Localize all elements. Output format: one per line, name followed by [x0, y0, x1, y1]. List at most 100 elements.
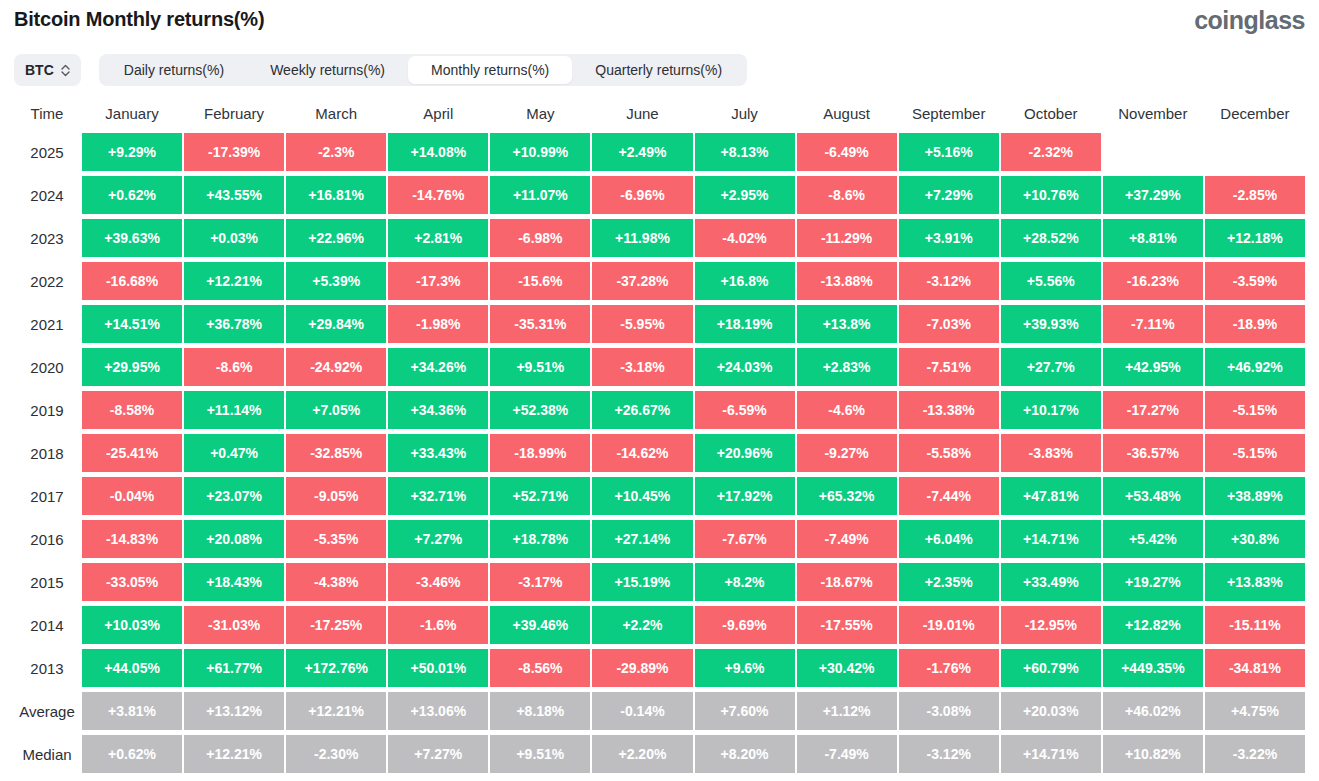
coinglass-logo: coinglass: [1194, 8, 1305, 33]
return-cell-2025-april: +14.08%: [388, 133, 488, 171]
row-label-2016: 2016: [14, 520, 80, 558]
return-cell-average-april: +13.06%: [388, 692, 488, 730]
return-cell-2017-september: -7.44%: [899, 477, 999, 515]
return-cell-2017-june: +10.45%: [592, 477, 692, 515]
return-cell-2013-march: +172.76%: [286, 649, 386, 687]
return-cell-2016-january: -14.83%: [82, 520, 182, 558]
return-cell-2013-october: +60.79%: [1001, 649, 1101, 687]
return-cell-2014-january: +10.03%: [82, 606, 182, 644]
return-cell-average-october: +20.03%: [1001, 692, 1101, 730]
tab-monthly[interactable]: Monthly returns(%): [408, 56, 572, 84]
return-cell-2021-february: +36.78%: [184, 305, 284, 343]
return-cell-2016-april: +7.27%: [388, 520, 488, 558]
tab-quarterly[interactable]: Quarterly returns(%): [572, 56, 745, 84]
return-cell-2018-september: -5.58%: [899, 434, 999, 472]
return-cell-2023-july: -4.02%: [695, 219, 795, 257]
return-cell-2021-march: +29.84%: [286, 305, 386, 343]
return-cell-2024-october: +10.76%: [1001, 176, 1101, 214]
return-cell-2021-may: -35.31%: [490, 305, 590, 343]
return-cell-2020-july: +24.03%: [695, 348, 795, 386]
row-label-2013: 2013: [14, 649, 80, 687]
return-cell-2021-november: -7.11%: [1103, 305, 1203, 343]
return-cell-2014-february: -31.03%: [184, 606, 284, 644]
column-header-december: December: [1205, 98, 1305, 128]
return-cell-2013-august: +30.42%: [797, 649, 897, 687]
return-cell-median-october: +14.71%: [1001, 735, 1101, 773]
return-cell-2024-april: -14.76%: [388, 176, 488, 214]
return-cell-2019-november: -17.27%: [1103, 391, 1203, 429]
topbar: Bitcoin Monthly returns(%) coinglass: [14, 8, 1305, 44]
tab-weekly[interactable]: Weekly returns(%): [247, 56, 408, 84]
column-header-september: September: [899, 98, 999, 128]
return-cell-2013-december: -34.81%: [1205, 649, 1305, 687]
return-cell-2015-june: +15.19%: [592, 563, 692, 601]
return-cell-2023-april: +2.81%: [388, 219, 488, 257]
return-cell-2022-march: +5.39%: [286, 262, 386, 300]
return-cell-2020-february: -8.6%: [184, 348, 284, 386]
return-cell-2021-december: -18.9%: [1205, 305, 1305, 343]
return-cell-2024-may: +11.07%: [490, 176, 590, 214]
return-cell-2017-february: +23.07%: [184, 477, 284, 515]
page-title: Bitcoin Monthly returns(%): [14, 8, 264, 31]
return-cell-2013-july: +9.6%: [695, 649, 795, 687]
return-cell-2016-july: -7.67%: [695, 520, 795, 558]
return-cell-2020-january: +29.95%: [82, 348, 182, 386]
return-cell-2023-october: +28.52%: [1001, 219, 1101, 257]
controls-row: BTC Daily returns(%)Weekly returns(%)Mon…: [14, 54, 1305, 86]
return-cell-median-january: +0.62%: [82, 735, 182, 773]
return-cell-2024-november: +37.29%: [1103, 176, 1203, 214]
return-cell-2020-december: +46.92%: [1205, 348, 1305, 386]
return-cell-2019-september: -13.38%: [899, 391, 999, 429]
return-cell-average-july: +7.60%: [695, 692, 795, 730]
return-cell-2018-april: +33.43%: [388, 434, 488, 472]
return-cell-2021-april: -1.98%: [388, 305, 488, 343]
return-cell-2025-may: +10.99%: [490, 133, 590, 171]
return-cell-2014-december: -15.11%: [1205, 606, 1305, 644]
return-cell-2018-november: -36.57%: [1103, 434, 1203, 472]
return-cell-2022-january: -16.68%: [82, 262, 182, 300]
return-cell-2025-february: -17.39%: [184, 133, 284, 171]
return-cell-average-november: +46.02%: [1103, 692, 1203, 730]
return-cell-2015-march: -4.38%: [286, 563, 386, 601]
return-cell-2021-september: -7.03%: [899, 305, 999, 343]
return-cell-2015-november: +19.27%: [1103, 563, 1203, 601]
return-cell-2023-february: +0.03%: [184, 219, 284, 257]
return-cell-2020-march: -24.92%: [286, 348, 386, 386]
return-cell-average-june: -0.14%: [592, 692, 692, 730]
return-cell-2019-march: +7.05%: [286, 391, 386, 429]
return-cell-2013-november: +449.35%: [1103, 649, 1203, 687]
return-cell-2019-may: +52.38%: [490, 391, 590, 429]
return-cell-2016-may: +18.78%: [490, 520, 590, 558]
return-cell-2023-august: -11.29%: [797, 219, 897, 257]
return-cell-average-may: +8.18%: [490, 692, 590, 730]
return-cell-2015-september: +2.35%: [899, 563, 999, 601]
tab-daily[interactable]: Daily returns(%): [101, 56, 247, 84]
return-cell-2024-january: +0.62%: [82, 176, 182, 214]
symbol-select-value: BTC: [25, 62, 54, 78]
return-cell-2018-january: -25.41%: [82, 434, 182, 472]
row-label-2018: 2018: [14, 434, 80, 472]
return-cell-2024-december: -2.85%: [1205, 176, 1305, 214]
return-cell-2019-august: -4.6%: [797, 391, 897, 429]
return-cell-2020-august: +2.83%: [797, 348, 897, 386]
return-cell-2022-february: +12.21%: [184, 262, 284, 300]
return-cell-2015-may: -3.17%: [490, 563, 590, 601]
return-cell-2014-july: -9.69%: [695, 606, 795, 644]
return-cell-2024-march: +16.81%: [286, 176, 386, 214]
row-label-2017: 2017: [14, 477, 80, 515]
column-header-august: August: [797, 98, 897, 128]
column-header-time: Time: [14, 98, 80, 128]
return-cell-2015-december: +13.83%: [1205, 563, 1305, 601]
row-label-2025: 2025: [14, 133, 80, 171]
return-cell-2014-march: -17.25%: [286, 606, 386, 644]
monthly-returns-table: TimeJanuaryFebruaryMarchAprilMayJuneJuly…: [14, 98, 1305, 773]
return-cell-2024-july: +2.95%: [695, 176, 795, 214]
return-cell-2015-february: +18.43%: [184, 563, 284, 601]
return-cell-2021-july: +18.19%: [695, 305, 795, 343]
return-cell-2025-august: -6.49%: [797, 133, 897, 171]
symbol-select[interactable]: BTC: [14, 54, 81, 86]
return-cell-2023-march: +22.96%: [286, 219, 386, 257]
return-cell-2022-november: -16.23%: [1103, 262, 1203, 300]
return-cell-2019-february: +11.14%: [184, 391, 284, 429]
return-cell-2016-march: -5.35%: [286, 520, 386, 558]
